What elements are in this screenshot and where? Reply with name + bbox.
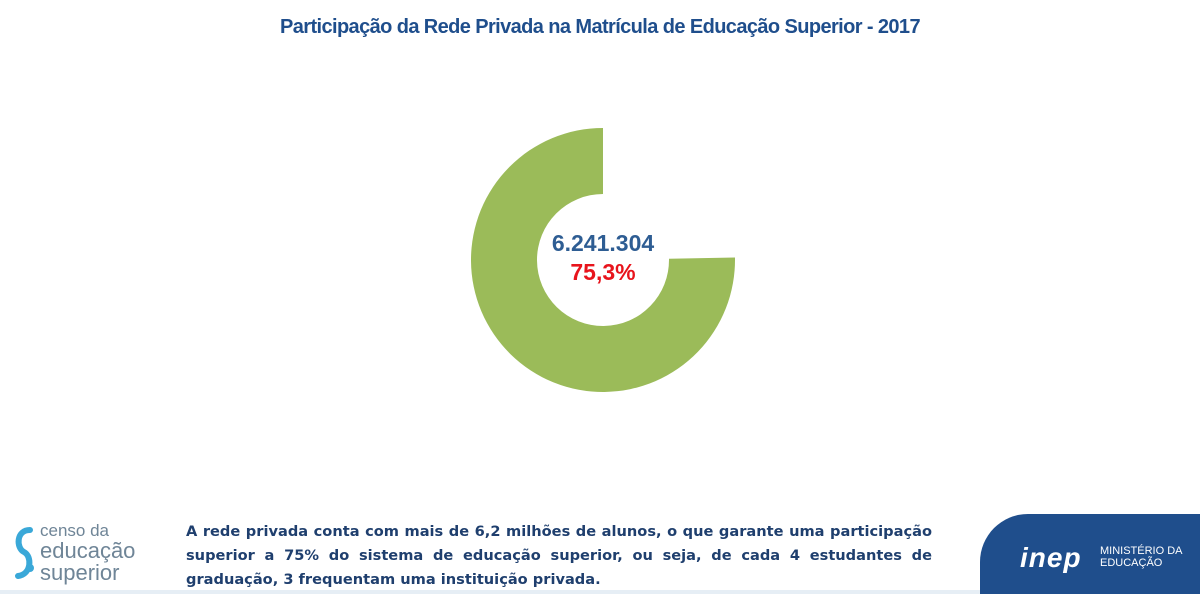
censo-mark-icon (15, 527, 34, 579)
donut-center-percent: 75,3% (570, 259, 635, 285)
censo-logo: censo da educação superior (10, 520, 180, 590)
chart-title: Participação da Rede Privada na Matrícul… (280, 16, 921, 38)
summary-note: A rede privada conta com mais de 6,2 mil… (186, 523, 932, 588)
inep-logo-word: inep (1020, 542, 1082, 573)
censo-logo-line3: superior (40, 560, 120, 585)
ministry-label: MINISTÉRIO DA EDUCAÇÃO (1100, 545, 1183, 569)
inep-band (980, 514, 1200, 594)
censo-logo-line2: educação (40, 538, 136, 563)
donut-slice-rede-privada (471, 128, 735, 393)
censo-logo-line1: censo da (40, 521, 109, 540)
ministry-label-line1: MINISTÉRIO DA (1100, 545, 1183, 557)
bottom-rule (0, 590, 980, 594)
ministry-label-line2: EDUCAÇÃO (1100, 557, 1163, 569)
donut-center-value: 6.241.304 (552, 230, 655, 256)
donut-slices (471, 128, 735, 393)
inep-banner: inep MINISTÉRIO DA EDUCAÇÃO (980, 514, 1200, 594)
